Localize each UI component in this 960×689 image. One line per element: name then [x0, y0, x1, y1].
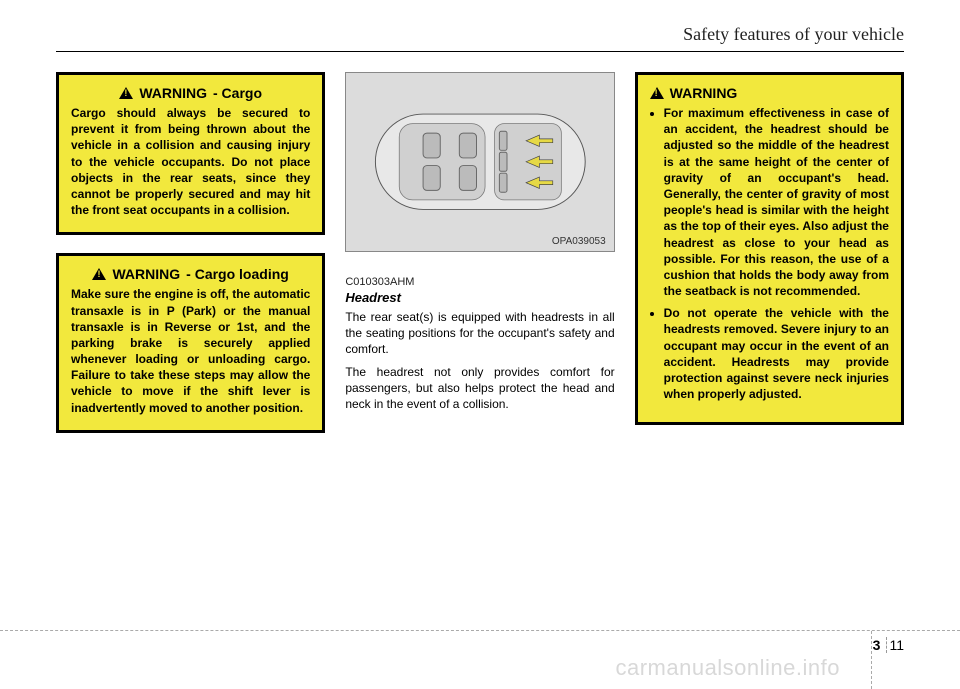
warning-icon — [92, 268, 106, 280]
warning-headrest-head: WARNING — [650, 85, 889, 101]
content-columns: WARNING - Cargo Cargo should always be s… — [56, 72, 904, 433]
center-column: OPA039053 C010303AHM Headrest The rear s… — [345, 72, 614, 433]
warning-loading-body: Make sure the engine is off, the automat… — [71, 286, 310, 416]
left-column: WARNING - Cargo Cargo should always be s… — [56, 72, 325, 433]
warning-label: WARNING — [670, 85, 738, 101]
page-header: Safety features of your vehicle — [56, 24, 904, 52]
watermark: carmanualsonline.info — [615, 655, 840, 681]
section-subhead: Headrest — [345, 290, 614, 305]
page-num-value: 11 — [889, 637, 904, 653]
page-number: 311 — [873, 637, 904, 653]
warning-label: WARNING — [112, 266, 180, 282]
warning-headrest: WARNING For maximum effectiveness in cas… — [635, 72, 904, 425]
warning-bullet-1: For maximum effectiveness in case of an … — [664, 105, 889, 299]
body-paragraph-2: The headrest not only provides comfort f… — [345, 364, 614, 413]
warning-headrest-body: For maximum effectiveness in case of an … — [650, 105, 889, 402]
page-title: Safety features of your vehicle — [683, 24, 904, 44]
figure-code: OPA039053 — [552, 236, 606, 247]
warning-icon — [650, 87, 664, 99]
footer-dash-horizontal — [0, 630, 960, 631]
warning-bullet-2: Do not operate the vehicle with the head… — [664, 305, 889, 402]
car-top-view-icon — [360, 95, 601, 229]
warning-cargo: WARNING - Cargo Cargo should always be s… — [56, 72, 325, 235]
warning-suffix: - Cargo — [213, 85, 262, 101]
section-code: C010303AHM — [345, 276, 614, 288]
warning-cargo-head: WARNING - Cargo — [71, 85, 310, 101]
warning-cargo-loading: WARNING - Cargo loading Make sure the en… — [56, 253, 325, 433]
headrest-figure: OPA039053 — [345, 72, 614, 252]
warning-suffix: - Cargo loading — [186, 266, 289, 282]
warning-icon — [119, 87, 133, 99]
warning-cargo-body: Cargo should always be secured to preven… — [71, 105, 310, 218]
page-section: 3 — [873, 637, 888, 653]
body-paragraph-1: The rear seat(s) is equipped with headre… — [345, 309, 614, 358]
warning-loading-head: WARNING - Cargo loading — [71, 266, 310, 282]
warning-label: WARNING — [139, 85, 207, 101]
right-column: WARNING For maximum effectiveness in cas… — [635, 72, 904, 433]
